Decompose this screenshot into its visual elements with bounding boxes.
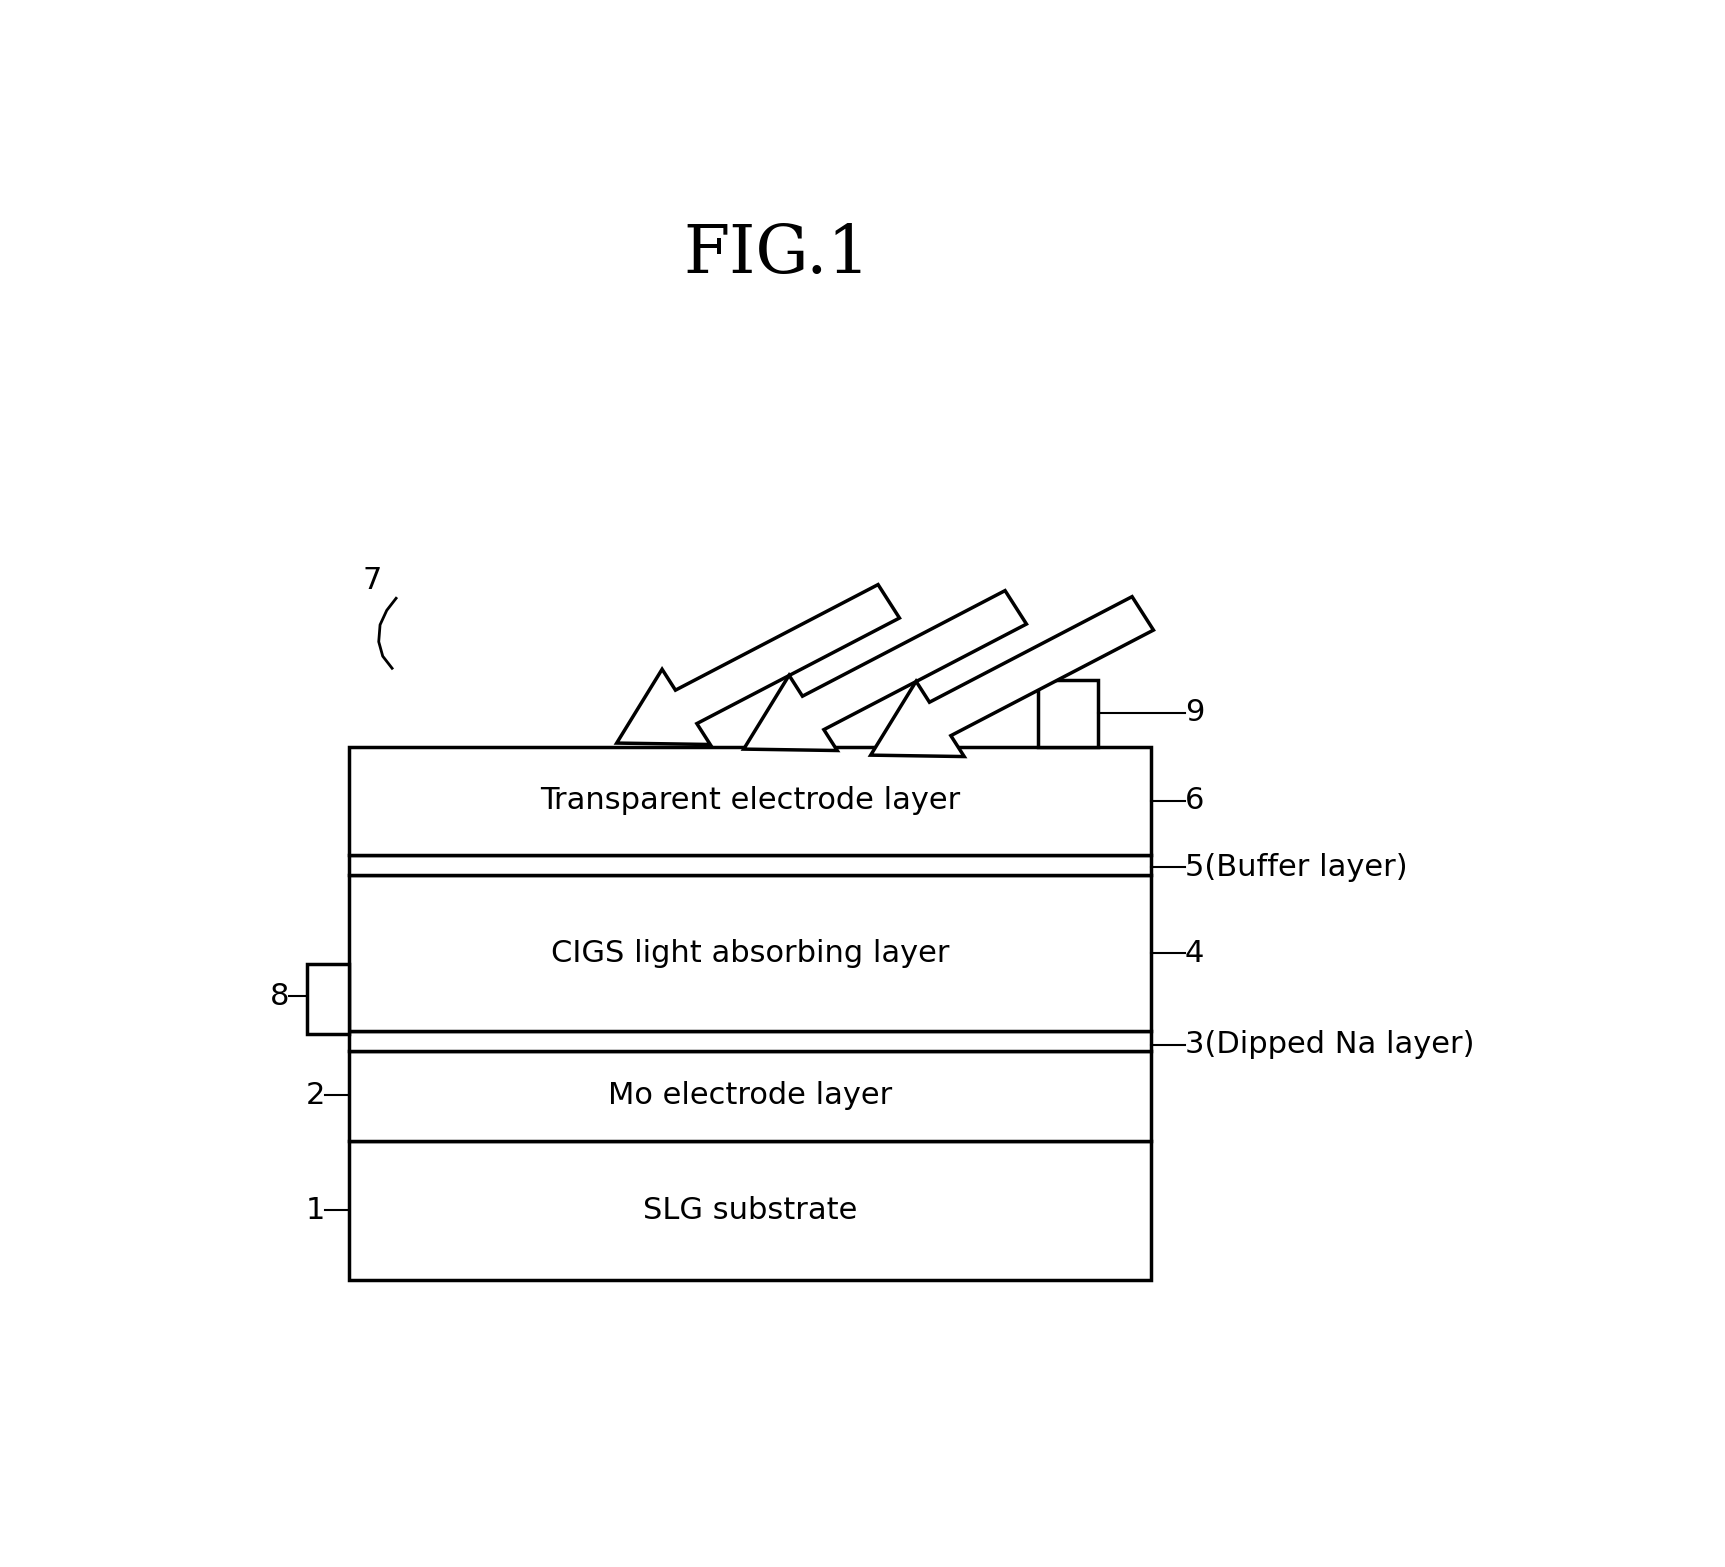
Text: CIGS light absorbing layer: CIGS light absorbing layer [550,939,950,967]
Text: 7: 7 [362,566,381,595]
Bar [348,856,1152,874]
Bar [348,1141,1152,1280]
Text: Mo electrode layer: Mo electrode layer [609,1081,892,1109]
Text: FIG.1: FIG.1 [683,223,871,287]
Bar [348,874,1152,1031]
Text: Transparent electrode layer: Transparent electrode layer [540,787,961,815]
Bar [1038,680,1097,747]
Bar [348,1051,1152,1141]
Polygon shape [743,591,1026,751]
Bar [307,964,348,1034]
Text: 2: 2 [305,1081,326,1109]
Text: 8: 8 [269,983,290,1011]
Text: SLG substrate: SLG substrate [643,1196,857,1224]
Text: 4: 4 [1185,939,1204,967]
Bar [348,747,1152,856]
Text: 6: 6 [1185,787,1204,815]
Text: 9: 9 [1185,699,1204,727]
Polygon shape [871,597,1154,757]
Text: 5(Buffer layer): 5(Buffer layer) [1185,852,1408,882]
Text: 3(Dipped Na layer): 3(Dipped Na layer) [1185,1030,1475,1059]
Bar [348,1031,1152,1051]
Text: 1: 1 [305,1196,326,1224]
Polygon shape [618,584,899,744]
